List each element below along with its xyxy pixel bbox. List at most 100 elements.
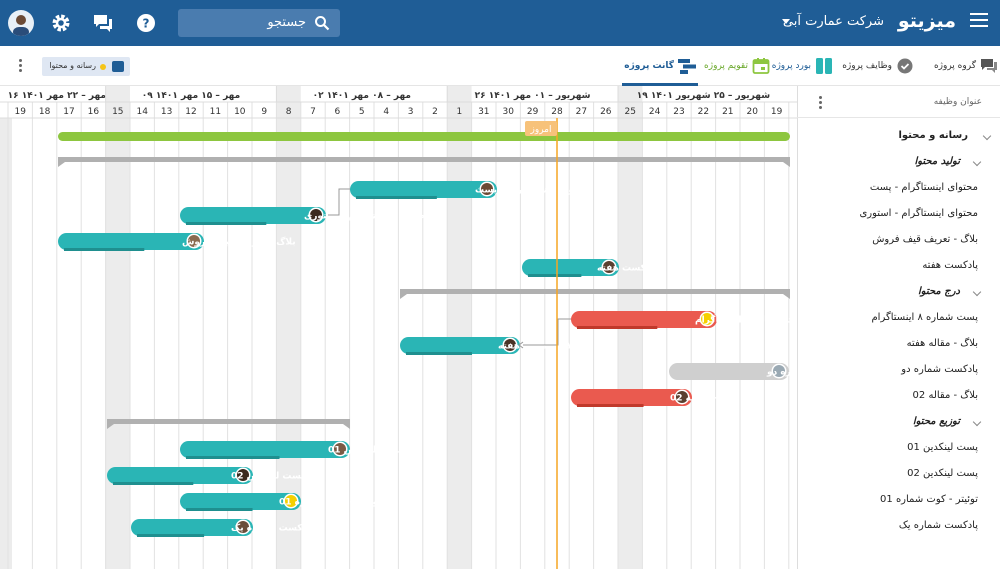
task-bar-label: محتوای اینستاگرام - پست bbox=[475, 184, 590, 196]
task-bar[interactable] bbox=[180, 207, 326, 224]
task-progress-bar bbox=[528, 274, 582, 277]
task-row-label: بلاگ - مقاله هفته bbox=[906, 338, 978, 349]
day-number-label: 22 bbox=[698, 107, 709, 117]
task-row-label: پست شماره ۸ اینستاگرام bbox=[871, 312, 978, 323]
chevron-down-icon[interactable] bbox=[782, 19, 790, 24]
weekend-column bbox=[447, 86, 472, 569]
assignee-avatar bbox=[701, 313, 713, 325]
summary-bar-end bbox=[107, 424, 114, 429]
task-group-row[interactable]: رسانه و محتوا bbox=[797, 124, 1000, 150]
day-number-label: 4 bbox=[383, 107, 389, 117]
gantt-options-kebab-icon[interactable] bbox=[19, 59, 23, 73]
task-bar[interactable] bbox=[669, 363, 789, 380]
day-number-label: 8 bbox=[286, 107, 292, 117]
chevron-down-icon[interactable] bbox=[972, 287, 982, 297]
gantt-chart: ۱۶ مهر – ۲۲ مهر ۱۴۰۱ ۰۹ مهر – ۱۵ مهر ۱۴۰۱… bbox=[0, 86, 797, 569]
summary-bar-end bbox=[58, 162, 65, 167]
task-row[interactable]: پست لینکدین 01 bbox=[797, 436, 1000, 462]
tab-project-gantt[interactable]: گانت پروژه bbox=[624, 58, 696, 74]
brand-logo[interactable]: میزیتو bbox=[897, 10, 956, 32]
tab-project-calendar[interactable]: تقویم پروژه bbox=[692, 58, 770, 74]
task-bar[interactable] bbox=[107, 467, 253, 484]
filter-chip[interactable]: رسانه و محتوا bbox=[42, 57, 130, 76]
task-bar[interactable] bbox=[180, 441, 350, 458]
day-number-label: 25 bbox=[624, 107, 635, 117]
task-bar[interactable] bbox=[571, 311, 717, 328]
task-row[interactable]: پادکست هفته bbox=[797, 254, 1000, 280]
tab-project-tasks[interactable]: وظایف پروژه bbox=[838, 58, 914, 74]
task-progress-bar bbox=[577, 404, 644, 407]
task-row[interactable]: پادکست شماره یک bbox=[797, 514, 1000, 540]
task-row-label: پادکست شماره دو bbox=[901, 364, 978, 375]
task-row[interactable]: بلاگ - مقاله هفته bbox=[797, 332, 1000, 358]
task-bar[interactable] bbox=[58, 233, 204, 250]
task-progress-bar bbox=[186, 508, 253, 511]
task-bar-label: پادکست شماره یک bbox=[231, 524, 314, 534]
messages-icon[interactable] bbox=[91, 11, 115, 35]
weekend-column bbox=[276, 86, 301, 569]
search-input[interactable]: جستجو bbox=[178, 9, 340, 37]
task-row-label: بلاگ - مقاله 02 bbox=[912, 390, 978, 401]
task-row[interactable]: پادکست شماره دو bbox=[797, 358, 1000, 384]
day-number-label: 15 bbox=[112, 107, 123, 117]
task-row[interactable]: محتوای اینستاگرام - استوری bbox=[797, 202, 1000, 228]
week-header-label: ۰۹ مهر – ۱۵ مهر ۱۴۰۱ bbox=[142, 91, 240, 101]
assignee-avatar bbox=[603, 261, 615, 273]
day-number-label: 16 bbox=[88, 107, 100, 117]
task-row[interactable]: محتوای اینستاگرام - پست bbox=[797, 176, 1000, 202]
task-row[interactable]: پست شماره ۸ اینستاگرام bbox=[797, 306, 1000, 332]
help-icon[interactable]: ? bbox=[134, 11, 158, 35]
task-row[interactable]: بلاگ - تعریف قیف فروش bbox=[797, 228, 1000, 254]
task-bar[interactable] bbox=[131, 519, 253, 536]
day-number-label: 1 bbox=[457, 107, 463, 117]
assignee-avatar bbox=[481, 183, 493, 195]
task-bar[interactable] bbox=[571, 389, 692, 406]
task-row[interactable]: پست لینکدین 02 bbox=[797, 462, 1000, 488]
task-subgroup-row[interactable]: توزیع محتوا bbox=[797, 410, 1000, 436]
task-row-label: درج محتوا bbox=[918, 286, 960, 297]
today-marker bbox=[525, 121, 557, 136]
assignee-avatar bbox=[188, 235, 200, 247]
gear-icon[interactable] bbox=[49, 11, 73, 35]
gantt-scroll-edge bbox=[0, 118, 12, 569]
search-icon[interactable] bbox=[314, 15, 330, 31]
task-bar[interactable] bbox=[522, 259, 619, 276]
gantt-icon bbox=[678, 59, 696, 74]
day-number-label: 12 bbox=[185, 107, 196, 117]
task-bar[interactable] bbox=[180, 493, 301, 510]
day-number-label: 29 bbox=[527, 107, 539, 117]
task-subgroup-row[interactable]: تولید محتوا bbox=[797, 150, 1000, 176]
task-list-kebab-icon[interactable] bbox=[818, 96, 822, 110]
svg-text:?: ? bbox=[143, 17, 150, 31]
day-number-label: 14 bbox=[136, 107, 148, 117]
task-list-header: عنوان وظیفه bbox=[797, 86, 1000, 118]
board-icon bbox=[816, 58, 832, 74]
top-bar: میزیتو شرکت عمارت آبی جستجو ? bbox=[0, 0, 1000, 46]
task-title-column-header: عنوان وظیفه bbox=[933, 97, 982, 107]
day-number-label: 19 bbox=[14, 107, 26, 117]
day-number-label: 20 bbox=[746, 107, 758, 117]
tab-project-board[interactable]: بورد پروژه bbox=[763, 58, 833, 74]
week-header-label: ۱۶ مهر – ۲۲ مهر ۱۴۰۱ bbox=[8, 91, 106, 101]
chevron-down-icon[interactable] bbox=[982, 131, 992, 141]
task-row-label: توزیع محتوا bbox=[912, 416, 960, 427]
hamburger-menu-icon[interactable] bbox=[970, 13, 988, 29]
user-avatar[interactable] bbox=[8, 10, 34, 36]
status-dot-icon bbox=[100, 64, 106, 70]
chevron-down-icon[interactable] bbox=[972, 417, 982, 427]
company-selector[interactable]: شرکت عمارت آبی bbox=[782, 14, 884, 29]
task-bar-label: پست شماره ۸ اینستاگرام bbox=[695, 314, 797, 326]
assignee-avatar bbox=[237, 521, 249, 533]
task-row[interactable]: بلاگ - مقاله 02 bbox=[797, 384, 1000, 410]
chevron-down-icon[interactable] bbox=[972, 157, 982, 167]
calendar-icon bbox=[752, 58, 770, 74]
task-subgroup-row[interactable]: درج محتوا bbox=[797, 280, 1000, 306]
task-bar[interactable] bbox=[400, 337, 520, 354]
task-progress-bar bbox=[577, 326, 658, 329]
task-bar[interactable] bbox=[350, 181, 497, 198]
tab-project-group[interactable]: گروه پروژه bbox=[920, 58, 998, 74]
dependency-connector bbox=[328, 188, 350, 216]
day-number-label: 17 bbox=[63, 107, 74, 117]
task-row-label: تولید محتوا bbox=[914, 156, 960, 167]
task-row[interactable]: توئیتر - کوت شماره 01 bbox=[797, 488, 1000, 514]
